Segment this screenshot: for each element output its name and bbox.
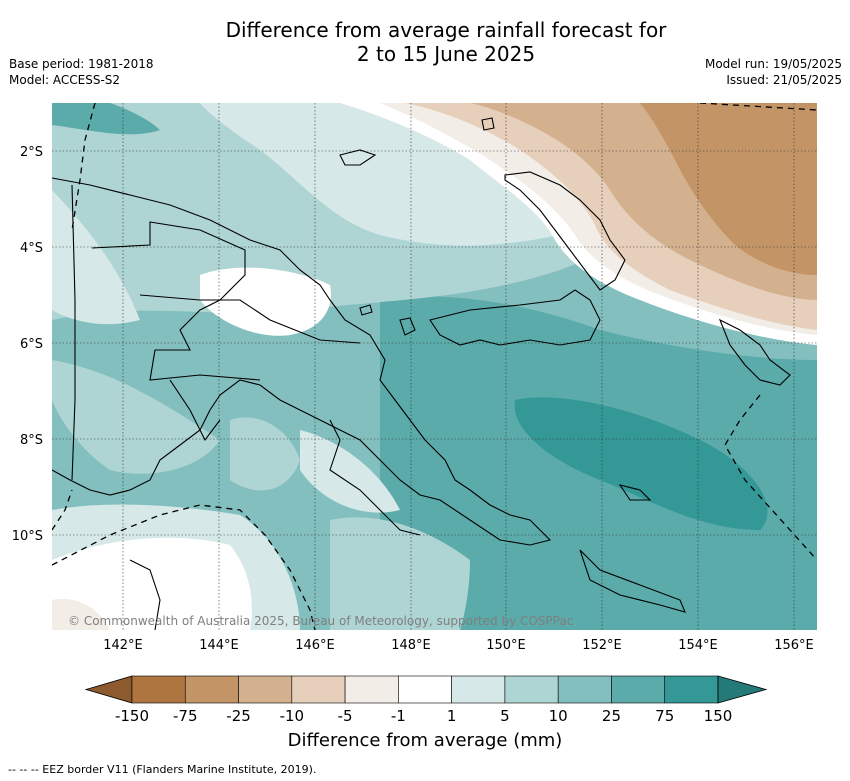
colorbar-segment <box>184 675 239 704</box>
meta-left: Base period: 1981-2018 Model: ACCESS-S2 <box>9 56 154 88</box>
chart-title: Difference from average rainfall forecas… <box>0 18 850 66</box>
colorbar-tick-label: -1 <box>391 707 406 725</box>
colorbar <box>84 675 768 704</box>
colorbar-segment <box>504 675 559 704</box>
colorbar-segment <box>611 675 666 704</box>
lon-label: 154°E <box>678 638 718 653</box>
copyright-notice: © Commonwealth of Australia 2025, Bureau… <box>68 614 574 628</box>
colorbar-tick-label: 10 <box>549 707 568 725</box>
lon-labels: 142°E 144°E 146°E 148°E 150°E 152°E 154°… <box>103 638 814 653</box>
rainfall-anomaly-field <box>52 103 817 630</box>
lon-label: 142°E <box>103 638 143 653</box>
lon-label: 150°E <box>486 638 526 653</box>
colorbar-tick-label: -75 <box>173 707 198 725</box>
model-run: Model run: 19/05/2025 <box>704 57 842 71</box>
legend-title: Difference from average (mm) <box>287 730 563 751</box>
colorbar-tick-label: 5 <box>500 707 510 725</box>
lat-label: 8°S <box>20 433 43 448</box>
gridlines <box>52 103 817 630</box>
eez-border-note: -- -- -- EEZ border V11 (Flanders Marine… <box>8 763 317 776</box>
lat-label: 2°S <box>20 145 43 160</box>
lon-label: 146°E <box>295 638 335 653</box>
colorbar-tick-label: -25 <box>226 707 251 725</box>
meta-right: Model run: 19/05/2025 Issued: 21/05/2025 <box>705 56 842 88</box>
colorbar-segment <box>131 675 186 704</box>
colorbar-extend-low <box>84 675 133 704</box>
colorbar-segment <box>664 675 719 704</box>
colorbar-tick-label: 150 <box>704 707 733 725</box>
colorbar-segment <box>291 675 346 704</box>
lat-label: 4°S <box>20 241 43 256</box>
colorbar-segment <box>398 675 452 704</box>
eez-border <box>52 103 817 630</box>
model-name: Model: ACCESS-S2 <box>9 73 121 87</box>
colorbar-segment <box>238 675 293 704</box>
colorbar-tick-label: -150 <box>115 707 149 725</box>
colorbar-segment <box>344 675 399 704</box>
lon-label: 148°E <box>391 638 431 653</box>
colorbar-tick-label: -10 <box>280 707 305 725</box>
colorbar-tick-label: 75 <box>655 707 674 725</box>
base-period: Base period: 1981-2018 <box>9 57 154 71</box>
lon-label: 144°E <box>199 638 239 653</box>
lon-label: 156°E <box>774 638 814 653</box>
colorbar-tick-label: -5 <box>338 707 353 725</box>
colorbar-tick-label: 1 <box>447 707 457 725</box>
lat-label: 6°S <box>20 337 43 352</box>
colorbar-tick-label: 25 <box>602 707 621 725</box>
lat-labels: 2°S 4°S 6°S 8°S 10°S <box>12 145 43 544</box>
issued-date: Issued: 21/05/2025 <box>726 73 842 87</box>
lon-label: 152°E <box>582 638 622 653</box>
title-line-2: 2 to 15 June 2025 <box>356 42 536 66</box>
colorbar-segment <box>557 675 612 704</box>
coastline <box>52 117 791 630</box>
colorbar-labels: -150 -75 -25 -10 -5 -1 1 5 10 25 75 150 <box>115 707 732 725</box>
lat-label: 10°S <box>12 529 43 544</box>
colorbar-segment <box>451 675 506 704</box>
title-line-1: Difference from average rainfall forecas… <box>225 18 667 42</box>
colorbar-extend-high <box>717 675 768 704</box>
